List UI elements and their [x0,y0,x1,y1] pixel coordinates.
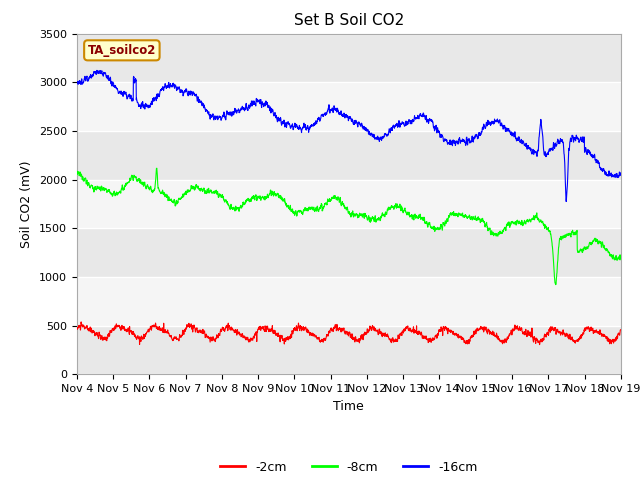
Bar [77,131,621,180]
Bar [77,228,621,277]
Bar [77,277,621,326]
Bar [77,82,621,131]
Legend: -2cm, -8cm, -16cm: -2cm, -8cm, -16cm [215,456,483,479]
Title: Set B Soil CO2: Set B Soil CO2 [294,13,404,28]
Text: TA_soilco2: TA_soilco2 [88,44,156,57]
X-axis label: Time: Time [333,400,364,413]
Bar [77,34,621,82]
Bar [77,326,621,374]
Y-axis label: Soil CO2 (mV): Soil CO2 (mV) [20,160,33,248]
Bar [77,180,621,228]
